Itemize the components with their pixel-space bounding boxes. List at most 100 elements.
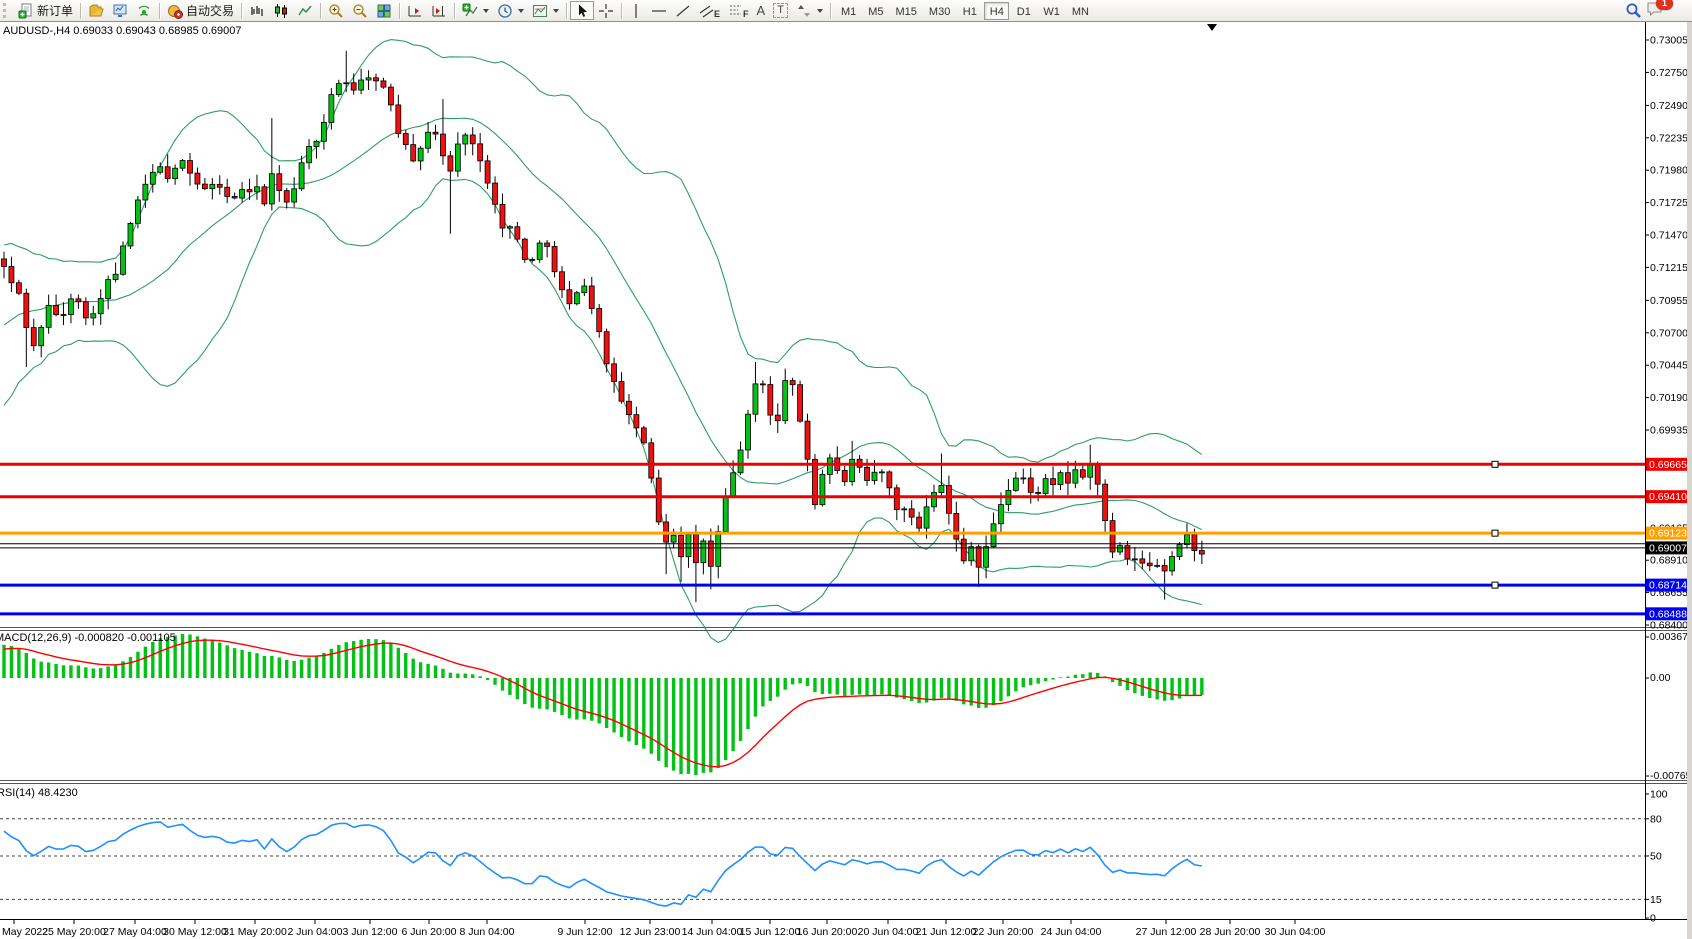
- line-handle-resistance-1[interactable]: [1491, 460, 1499, 468]
- text-label-tool[interactable]: T: [769, 1, 792, 20]
- candle-down: [893, 487, 900, 510]
- zoom-out-button[interactable]: [348, 1, 372, 20]
- candlestick-chart-button[interactable]: [269, 1, 293, 20]
- candle-down: [626, 400, 632, 416]
- candle-down: [544, 242, 551, 247]
- cursor-tool-button[interactable]: [570, 1, 595, 20]
- candle-down: [864, 466, 870, 481]
- rsi-scale-label: 0: [1650, 913, 1656, 925]
- candle-up: [425, 131, 431, 149]
- candle-up: [879, 471, 885, 474]
- candle-down: [797, 384, 803, 422]
- price-box-bg: [1646, 457, 1691, 471]
- timeframe-m15[interactable]: M15: [891, 2, 922, 20]
- cursor-icon: [579, 4, 588, 17]
- crosshair-tool-button[interactable]: [594, 1, 618, 20]
- candle-up: [179, 160, 186, 169]
- candle-up: [60, 314, 67, 316]
- main-toolbar: 新订单: [0, 0, 1692, 22]
- auto-trading-button[interactable]: 自动交易: [163, 1, 238, 20]
- price-tick-label: 0.69935: [1650, 425, 1688, 437]
- candle-down: [514, 226, 521, 240]
- indicators-button[interactable]: [458, 1, 493, 20]
- candle-up: [938, 485, 945, 493]
- candle-up: [745, 413, 751, 451]
- candle-down: [953, 512, 960, 540]
- candle-up: [365, 77, 372, 81]
- chart-shift-marker-icon[interactable]: [1207, 24, 1217, 31]
- price-tick-label: 0.68910: [1650, 555, 1688, 567]
- candle-down: [231, 196, 238, 199]
- price-box-resistance-2: 0.69410: [1646, 490, 1691, 504]
- candle-up: [462, 134, 469, 145]
- price-box-label: 0.68714: [1649, 580, 1687, 592]
- price-lines: [0, 460, 1645, 616]
- candle-down: [283, 190, 290, 203]
- timeframe-mn[interactable]: MN: [1067, 2, 1094, 20]
- timeframe-h1[interactable]: H1: [957, 2, 982, 20]
- timeframe-h4[interactable]: H4: [984, 1, 1010, 20]
- candle-up: [737, 449, 744, 474]
- templates-button[interactable]: [528, 1, 563, 20]
- timeframe-toolbar: M1 M5 M15 M30 H1 H4 D1 W1 MN: [836, 1, 1094, 20]
- candle-down: [655, 477, 662, 523]
- notifications-button[interactable]: 1: [1646, 0, 1673, 22]
- trendline-tool[interactable]: [671, 1, 695, 20]
- chart-shift-button[interactable]: [427, 1, 451, 20]
- profiles-button[interactable]: [84, 1, 108, 20]
- line-handle-support-1[interactable]: [1491, 581, 1499, 589]
- zoom-in-button[interactable]: [324, 1, 348, 20]
- time-label: 24 Jun 04:00: [1041, 926, 1102, 938]
- timeframe-d1[interactable]: D1: [1011, 2, 1036, 20]
- line-handle-pivot-line[interactable]: [1491, 529, 1499, 537]
- toolbar-grip[interactable]: [3, 3, 11, 18]
- candle-down: [1065, 472, 1071, 484]
- candle-up: [968, 546, 975, 562]
- tile-windows-button[interactable]: [372, 1, 396, 20]
- candle-down: [261, 186, 268, 205]
- separator: [80, 2, 82, 19]
- time-label: 2 Jun 04:00: [288, 926, 343, 938]
- arrows-tool[interactable]: [792, 1, 827, 20]
- bar-chart-icon: [251, 5, 263, 16]
- bar-chart-button[interactable]: [245, 1, 269, 20]
- separator: [399, 2, 401, 19]
- new-order-button[interactable]: 新订单: [14, 1, 77, 20]
- signals-button[interactable]: [132, 1, 156, 20]
- auto-scroll-button[interactable]: [403, 1, 427, 20]
- timeframe-m30[interactable]: M30: [924, 2, 955, 20]
- candle-down: [1109, 520, 1116, 553]
- time-label: 25 May 20:00: [42, 926, 106, 938]
- candle-down: [276, 173, 283, 191]
- vertical-line-tool[interactable]: [625, 1, 647, 20]
- line-chart-button[interactable]: [293, 1, 317, 20]
- price-tick-label: 0.70700: [1650, 327, 1688, 339]
- candle-up: [1072, 469, 1079, 484]
- candle-down: [246, 189, 253, 193]
- candle-down: [82, 301, 89, 319]
- time-label: 9 Jun 12:00: [558, 926, 613, 938]
- candle-down: [559, 271, 565, 291]
- candle-up: [68, 298, 74, 315]
- timeframe-m5[interactable]: M5: [863, 2, 888, 20]
- equidistant-channel-tool[interactable]: E: [695, 1, 724, 20]
- timeframe-m1[interactable]: M1: [836, 2, 861, 20]
- macd-scale-top: 0.003672: [1650, 631, 1692, 643]
- timeframe-w1[interactable]: W1: [1038, 2, 1065, 20]
- horizontal-line-tool[interactable]: [647, 1, 671, 20]
- candle-down: [15, 282, 22, 294]
- fibonacci-tool[interactable]: F: [724, 1, 753, 20]
- time-label: 20 Jun 04:00: [858, 926, 919, 938]
- price-box-resistance-1: 0.69665: [1646, 457, 1691, 471]
- text-tool[interactable]: A: [753, 1, 770, 20]
- periods-button[interactable]: [493, 1, 528, 20]
- candle-up: [209, 183, 216, 190]
- candle-down: [640, 427, 647, 444]
- search-button[interactable]: [1621, 1, 1646, 20]
- market-watch-button[interactable]: [108, 1, 132, 20]
- candle-up: [298, 162, 305, 190]
- line-chart-icon: [298, 5, 312, 15]
- price-tick-label: 0.71215: [1650, 262, 1688, 274]
